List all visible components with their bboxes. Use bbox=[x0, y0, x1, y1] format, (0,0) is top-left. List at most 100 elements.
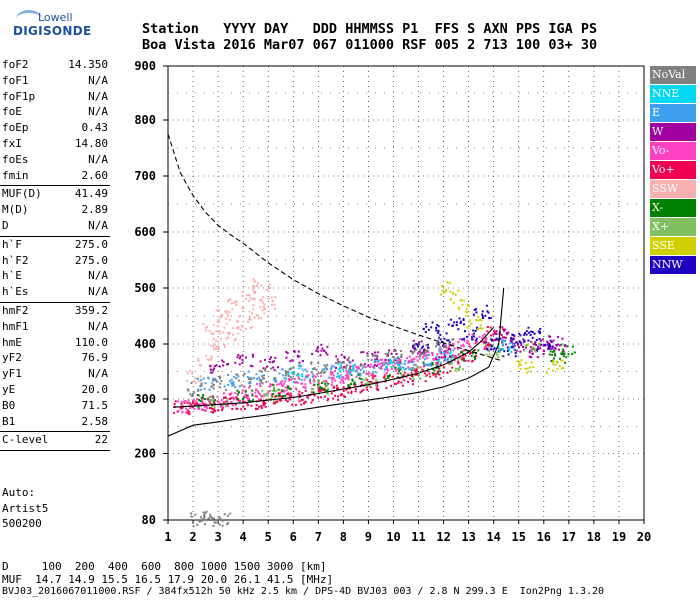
echo-point bbox=[236, 393, 239, 396]
echo-point bbox=[246, 402, 249, 405]
echo-point bbox=[372, 372, 375, 374]
echo-point bbox=[437, 331, 440, 334]
echo-point bbox=[305, 376, 307, 379]
param-separator bbox=[0, 450, 110, 452]
echo-point bbox=[249, 364, 252, 367]
auto-code: 500200 bbox=[2, 517, 42, 530]
echo-point bbox=[525, 330, 528, 333]
echo-point bbox=[262, 400, 265, 403]
echo-point bbox=[378, 366, 381, 369]
echo-point bbox=[316, 347, 319, 350]
echo-point bbox=[477, 315, 480, 318]
echo-point bbox=[288, 379, 291, 382]
echo-point bbox=[194, 382, 197, 385]
echo-point bbox=[251, 389, 254, 392]
echo-point bbox=[277, 366, 279, 369]
echo-point bbox=[481, 310, 484, 313]
echo-point bbox=[452, 343, 455, 345]
echo-point bbox=[279, 399, 282, 402]
echo-point bbox=[446, 281, 449, 284]
echo-point bbox=[334, 394, 337, 397]
echo-point bbox=[471, 338, 474, 341]
echo-point bbox=[237, 326, 240, 329]
echo-point bbox=[337, 363, 340, 365]
echo-point bbox=[248, 400, 251, 403]
echo-point bbox=[188, 410, 191, 413]
echo-point bbox=[426, 357, 429, 360]
echo-point bbox=[272, 393, 275, 395]
echo-point bbox=[306, 370, 309, 373]
echo-point bbox=[483, 341, 486, 344]
echo-point bbox=[509, 339, 512, 342]
echo-point bbox=[376, 382, 378, 385]
echo-point bbox=[207, 376, 210, 379]
echo-point bbox=[293, 350, 296, 353]
echo-point bbox=[254, 291, 257, 294]
echo-point bbox=[449, 354, 451, 357]
echo-point bbox=[263, 303, 266, 306]
echo-point bbox=[457, 308, 460, 311]
echo-point bbox=[393, 356, 396, 359]
echo-point bbox=[246, 294, 249, 297]
echo-point bbox=[326, 392, 329, 394]
echo-point bbox=[481, 327, 484, 330]
echo-point bbox=[335, 384, 338, 387]
echo-point bbox=[242, 400, 245, 403]
echo-point bbox=[185, 407, 188, 410]
echo-point bbox=[452, 301, 455, 304]
x-tick-label: 6 bbox=[290, 530, 297, 544]
echo-point bbox=[524, 362, 527, 365]
echo-point bbox=[248, 386, 251, 389]
echo-point bbox=[221, 519, 224, 522]
echo-point bbox=[259, 393, 262, 396]
param-name: hmE bbox=[2, 335, 22, 349]
echo-point bbox=[518, 361, 521, 364]
echo-point bbox=[209, 399, 212, 401]
echo-point bbox=[285, 393, 288, 396]
echo-point bbox=[262, 305, 265, 308]
echo-point bbox=[204, 402, 207, 405]
echo-point bbox=[188, 413, 191, 416]
echo-point bbox=[412, 379, 414, 382]
header-values: Boa Vista 2016 Mar07 067 011000 RSF 005 … bbox=[142, 37, 598, 53]
echo-point bbox=[438, 357, 441, 360]
echo-point bbox=[254, 391, 257, 394]
param-row: foF1 N/A bbox=[2, 74, 108, 88]
echo-point bbox=[423, 365, 426, 368]
echo-point bbox=[571, 345, 574, 348]
echo-point bbox=[552, 360, 555, 363]
echo-point bbox=[251, 298, 254, 301]
echo-point bbox=[350, 383, 353, 386]
header-labels: Station YYYY DAY DDD HHMMSS P1 FFS S AXN… bbox=[142, 21, 598, 37]
echo-point bbox=[310, 362, 313, 365]
y-tick-label: 400 bbox=[134, 337, 156, 351]
echo-point bbox=[539, 347, 542, 350]
echo-point bbox=[258, 405, 261, 408]
echo-point bbox=[356, 368, 359, 371]
echo-point bbox=[198, 520, 201, 523]
echo-point bbox=[292, 371, 294, 374]
echo-point bbox=[202, 403, 205, 405]
echo-point bbox=[452, 292, 454, 295]
echo-point bbox=[267, 297, 270, 300]
echo-point bbox=[241, 392, 244, 395]
echo-point bbox=[488, 345, 491, 348]
param-name: h`F bbox=[2, 237, 22, 251]
echo-point bbox=[412, 339, 415, 342]
echo-point bbox=[554, 363, 557, 366]
echo-point bbox=[549, 339, 552, 342]
x-tick-label: 11 bbox=[411, 530, 425, 544]
echo-point bbox=[361, 367, 364, 370]
echo-point bbox=[490, 344, 493, 347]
echo-point bbox=[413, 343, 416, 346]
echo-point bbox=[297, 393, 300, 396]
echo-point bbox=[265, 394, 267, 397]
param-value: 275.0 bbox=[74, 237, 108, 251]
echo-point bbox=[228, 380, 231, 383]
echo-point bbox=[355, 366, 358, 369]
echo-point bbox=[258, 376, 260, 379]
echo-point bbox=[475, 354, 478, 357]
echo-point bbox=[408, 355, 411, 358]
echo-point bbox=[527, 326, 530, 329]
echo-point bbox=[532, 343, 535, 346]
